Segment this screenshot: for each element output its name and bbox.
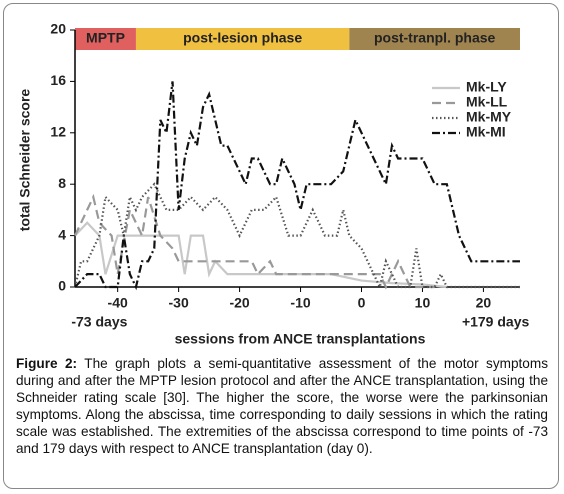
y-tick-label: 16 bbox=[50, 72, 66, 88]
legend-label: Mk-MY bbox=[466, 109, 512, 125]
legend-label: Mk-LY bbox=[466, 79, 507, 95]
x-axis-label: sessions from ANCE transplantations bbox=[175, 331, 426, 347]
x-tick-label: 20 bbox=[476, 295, 492, 311]
x-tick-label: -30 bbox=[169, 295, 189, 311]
phase-label: MPTP bbox=[86, 30, 125, 46]
phase-label: post-lesion phase bbox=[183, 30, 302, 46]
x-tick-label: 0 bbox=[358, 295, 366, 311]
figure-frame bbox=[3, 3, 559, 489]
phase-bar bbox=[135, 28, 350, 50]
caption-text: The graph plots a semi-quantitative asse… bbox=[16, 356, 548, 456]
series-line bbox=[74, 193, 435, 290]
series-line bbox=[74, 221, 447, 289]
y-tick-label: 12 bbox=[50, 124, 66, 140]
caption: Figure 2: The graph plots a semi-quantit… bbox=[16, 355, 548, 457]
legend-label: Mk-MI bbox=[466, 124, 506, 140]
phase-label: post-tranpl. phase bbox=[374, 30, 496, 46]
x-tick-label: -20 bbox=[229, 295, 249, 311]
series-line bbox=[74, 81, 520, 291]
y-tick-label: 4 bbox=[58, 226, 66, 242]
x-tick-label: 10 bbox=[415, 295, 431, 311]
caption-label: Figure 2: bbox=[16, 356, 78, 371]
x-tick-label: -40 bbox=[108, 295, 128, 311]
y-tick-label: 0 bbox=[58, 278, 66, 294]
annotation: -73 days bbox=[71, 314, 127, 330]
phase-bar bbox=[75, 28, 136, 50]
annotation: +179 days bbox=[462, 314, 530, 330]
chart: total Schneider score sessions from ANCE… bbox=[17, 21, 530, 347]
y-tick-label: 20 bbox=[50, 21, 66, 37]
x-tick-label: -10 bbox=[290, 295, 310, 311]
legend-label: Mk-LL bbox=[466, 94, 508, 110]
y-axis-label: total Schneider score bbox=[17, 89, 33, 232]
phase-bar bbox=[349, 28, 520, 50]
y-tick-label: 8 bbox=[58, 175, 66, 191]
